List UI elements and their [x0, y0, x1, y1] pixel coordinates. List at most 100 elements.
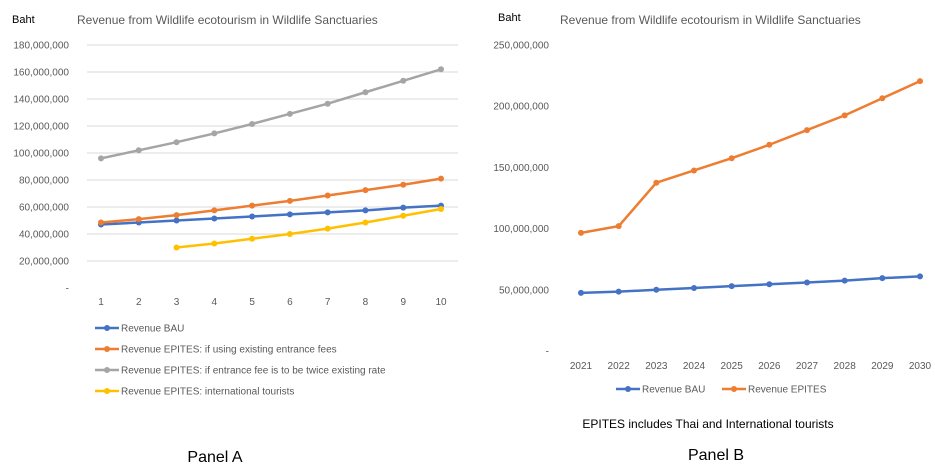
data-point	[362, 89, 369, 96]
panel-b-chart: Baht Revenue from Wildlife ecotourism in…	[493, 12, 931, 464]
data-point	[766, 281, 773, 288]
y-tick-label: 20,000,000	[19, 257, 69, 268]
data-point	[578, 229, 584, 236]
y-tick-label: 40,000,000	[19, 230, 69, 241]
x-tick-label: 2026	[758, 361, 781, 372]
panel-a-label: Panel A	[187, 449, 242, 466]
y-tick-label: 120,000,000	[13, 122, 69, 133]
data-point	[286, 197, 293, 204]
series-line	[99, 204, 443, 226]
data-point	[249, 120, 256, 127]
data-point	[286, 231, 293, 237]
x-tick-label: 10	[435, 297, 447, 308]
series-revenue-epites	[578, 78, 923, 236]
data-point	[804, 279, 810, 286]
x-tick-label: 2	[136, 297, 142, 308]
legend-label: Revenue EPITES	[748, 385, 827, 396]
data-point	[578, 289, 584, 296]
legend-item: Revenue EPITES: if entrance fee is to be…	[95, 366, 386, 377]
legend-swatch-marker	[104, 388, 110, 394]
legend-swatch-marker	[104, 367, 110, 373]
y-tick-label: 160,000,000	[13, 68, 69, 79]
legend-item: Revenue EPITES	[722, 385, 827, 396]
x-tick-label: 3	[174, 297, 180, 308]
data-point	[324, 192, 331, 199]
legend-item: Revenue EPITES: if using existing entran…	[95, 345, 337, 356]
data-point	[249, 202, 256, 209]
data-point	[98, 155, 104, 162]
legend-swatch-marker	[104, 346, 110, 352]
legend-item: Revenue BAU	[95, 324, 184, 335]
data-point	[917, 273, 923, 280]
data-point	[211, 130, 218, 137]
data-point	[98, 219, 104, 226]
panel-b-caption: EPITES includes Thai and International t…	[582, 417, 833, 431]
series-revenue-epites-if-using-existing-entrance-fees	[98, 175, 444, 226]
data-point	[728, 155, 735, 162]
data-point	[879, 95, 886, 102]
data-point	[438, 66, 444, 73]
data-point	[249, 213, 256, 220]
data-point	[362, 187, 369, 194]
data-point	[728, 283, 735, 290]
data-point	[286, 110, 293, 117]
data-point	[691, 284, 697, 291]
data-point	[917, 78, 923, 85]
data-point	[324, 209, 331, 216]
data-point	[804, 127, 810, 134]
x-tick-label: 7	[325, 297, 331, 308]
data-point	[615, 223, 622, 230]
panel-b-x-axis: 2021 2022 2023 2024 2025 2026 2027 2028 2029 2030	[570, 361, 932, 372]
x-tick-label: 2027	[796, 361, 819, 372]
legend-item: Revenue EPITES: international tourists	[95, 387, 294, 398]
legend-swatch-marker	[104, 325, 110, 331]
data-point	[286, 211, 293, 218]
series-revenue-epites-if-entrance-fee-is-to-be-twice-existing-rate	[98, 66, 444, 162]
data-point	[173, 217, 180, 224]
data-point	[173, 244, 180, 251]
series-revenue-epites-international-tourists	[173, 206, 444, 251]
data-point	[173, 139, 180, 146]
series-line	[579, 275, 922, 295]
panel-b-legend: Revenue BAU Revenue EPITES	[616, 385, 827, 396]
legend-item: Revenue BAU	[616, 385, 705, 396]
panel-a-chart-title: Revenue from Wildlife ecotourism in Wild…	[77, 13, 378, 27]
y-tick-label: 60,000,000	[19, 203, 69, 214]
panel-b-unit-label: Baht	[498, 12, 521, 24]
data-point	[400, 204, 407, 211]
legend-label: Revenue BAU	[642, 385, 705, 396]
legend-label: Revenue BAU	[121, 324, 184, 335]
y-tick-label: -	[546, 347, 549, 358]
panel-a-gridlines	[87, 44, 458, 262]
data-point	[438, 175, 444, 182]
legend-swatch-marker	[731, 386, 737, 392]
data-point	[653, 179, 660, 186]
data-point	[362, 207, 369, 214]
y-tick-label: 250,000,000	[493, 41, 549, 52]
x-tick-label: 2023	[645, 361, 668, 372]
data-point	[249, 235, 256, 242]
legend-label: Revenue EPITES: if entrance fee is to be…	[121, 366, 386, 377]
y-tick-label: -	[66, 284, 69, 295]
x-tick-label: 8	[363, 297, 369, 308]
x-tick-label: 2021	[570, 361, 593, 372]
y-tick-label: 180,000,000	[13, 41, 69, 52]
data-point	[438, 206, 444, 213]
panel-a-series	[98, 66, 444, 251]
data-point	[615, 288, 622, 295]
x-tick-label: 5	[249, 297, 255, 308]
data-point	[135, 147, 142, 154]
y-tick-label: 80,000,000	[19, 176, 69, 187]
series-revenue-bau	[98, 202, 444, 228]
y-tick-label: 50,000,000	[499, 285, 549, 296]
panel-b-series	[578, 78, 923, 296]
data-point	[841, 112, 848, 119]
data-point	[653, 286, 660, 293]
panel-a-x-axis: 1 2 3 4 5 6 7 8 9 10	[98, 297, 447, 308]
data-point	[879, 275, 886, 282]
series-line	[99, 177, 443, 224]
y-tick-label: 100,000,000	[493, 224, 549, 235]
panel-b-y-axis: - 50,000,000 100,000,000 150,000,000 200,000…	[493, 41, 549, 358]
panel-b-chart-title: Revenue from Wildlife ecotourism in Wild…	[560, 13, 861, 27]
